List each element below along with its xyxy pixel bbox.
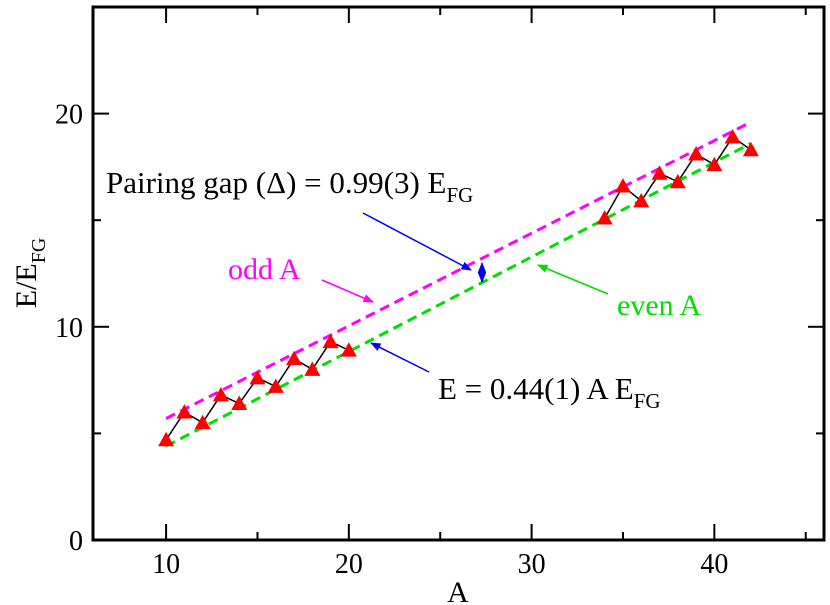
data-point (669, 173, 686, 189)
data-point (267, 378, 284, 393)
fit-equation-arrow (370, 342, 430, 373)
data-point (651, 165, 668, 180)
pairing-gap-sub: FG (446, 183, 473, 207)
fit-equation-sub: FG (634, 389, 661, 413)
data-point (633, 193, 650, 208)
even-a-arrow (537, 264, 609, 295)
data-point (614, 178, 631, 193)
pairing-gap-prefix: Pairing gap ( (106, 165, 266, 200)
data-point (304, 361, 321, 376)
x-tick-label: 30 (518, 549, 546, 580)
fit-equation-main: E = 0.44(1) A E (438, 371, 634, 406)
data-point (340, 342, 357, 357)
data-point (742, 141, 759, 157)
y-axis-label-main: E/E (10, 263, 43, 308)
pairing-gap-arrow (362, 212, 472, 271)
odd-a-label: odd A (228, 253, 301, 286)
even-a-label: even A (617, 289, 701, 322)
x-tick-label: 40 (700, 549, 728, 580)
data-point (596, 210, 613, 225)
data-point (286, 350, 303, 366)
x-tick-label: 20 (335, 549, 363, 580)
data-point (176, 404, 193, 419)
x-axis-label: A (447, 576, 469, 605)
pairing-gap-value: ) = 0.99(3) E (286, 165, 446, 200)
data-point (724, 129, 741, 144)
data-point (212, 387, 229, 402)
data-point (322, 333, 339, 349)
y-axis-label-sub: FG (28, 238, 50, 264)
y-tick-label: 20 (55, 100, 83, 131)
fit-line-odd-a (165, 120, 752, 420)
odd-a-arrow (321, 279, 374, 303)
data-point (231, 395, 248, 410)
y-tick-label: 0 (69, 526, 83, 557)
data-point (706, 156, 723, 172)
fit-line-even-a (165, 142, 752, 448)
y-tick-label: 10 (55, 313, 83, 344)
axis-ticks: 10 20 30 40 0 10 20 (55, 6, 824, 580)
markers-layer (158, 129, 759, 447)
pairing-gap-delta: Δ (266, 165, 286, 200)
plot-frame (91, 5, 826, 542)
fit-equation-label: E = 0.44(1) A EFG (438, 371, 661, 413)
data-point (688, 146, 705, 161)
x-tick-label: 10 (152, 549, 180, 580)
data-connector-line (165, 340, 350, 441)
pairing-gap-label: Pairing gap (Δ) = 0.99(3) EFG (106, 165, 473, 207)
data-point (249, 369, 266, 385)
y-axis-label: E/EFG (10, 238, 50, 309)
data-point (194, 414, 211, 430)
data-point (158, 431, 175, 447)
